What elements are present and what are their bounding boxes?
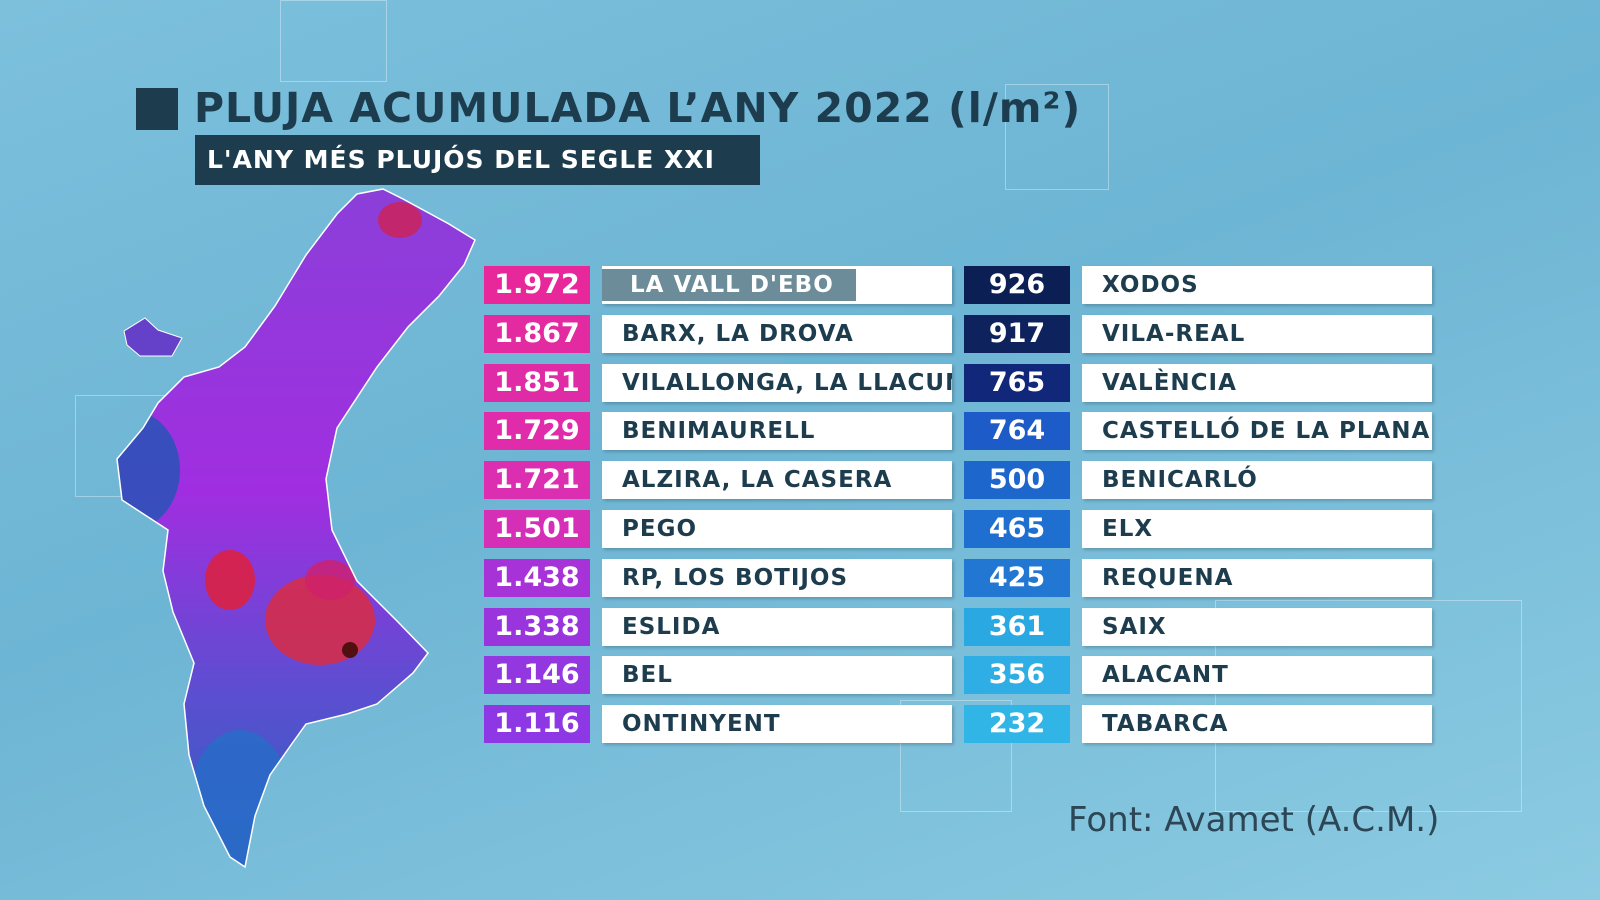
rain-value: 765: [964, 363, 1070, 402]
place-name: ONTINYENT: [602, 705, 952, 744]
place-name: BENICARLÓ: [1082, 461, 1432, 500]
rain-value: 926: [964, 266, 1070, 304]
place-name: VALÈNCIA: [1082, 363, 1432, 402]
rain-map: [116, 188, 476, 868]
rain-value: 361: [964, 607, 1070, 646]
place-name: ESLIDA: [602, 607, 952, 646]
rain-value: 232: [964, 705, 1070, 744]
place-name: ALACANT: [1082, 656, 1432, 695]
rain-value: 1.972: [484, 266, 590, 304]
title: PLUJA ACUMULADA L’ANY 2022 (l/m²): [194, 84, 1082, 132]
title-marker: [136, 88, 178, 130]
rain-value: 1.851: [484, 363, 590, 402]
rain-value: 356: [964, 656, 1070, 695]
place-name: CASTELLÓ DE LA PLANA: [1082, 412, 1432, 451]
place-name: BEL: [602, 656, 952, 695]
map-enclave: [123, 317, 183, 357]
place-name: REQUENA: [1082, 558, 1432, 597]
rain-value: 917: [964, 314, 1070, 353]
place-name: LA VALL D'EBO: [602, 266, 952, 304]
place-name: PEGO: [602, 510, 952, 548]
place-name: VILA-REAL: [1082, 314, 1432, 353]
rain-value: 1.721: [484, 461, 590, 500]
place-name: BENIMAURELL: [602, 412, 952, 451]
rain-value: 1.729: [484, 412, 590, 451]
rain-value: 425: [964, 558, 1070, 597]
decoration: [1005, 84, 1109, 190]
rain-value: 1.116: [484, 705, 590, 744]
rain-value: 1.867: [484, 314, 590, 353]
place-name: ALZIRA, LA CASERA: [602, 461, 952, 500]
rain-value: 1.146: [484, 656, 590, 695]
place-name: ELX: [1082, 510, 1432, 548]
place-name: VILALLONGA, LA LLACUNA: [602, 363, 952, 402]
place-name: BARX, LA DROVA: [602, 314, 952, 353]
place-name: SAIX: [1082, 607, 1432, 646]
map-region: [117, 189, 475, 867]
subtitle: L'ANY MÉS PLUJÓS DEL SEGLE XXI: [195, 135, 760, 185]
rain-value: 764: [964, 412, 1070, 451]
rain-value: 465: [964, 510, 1070, 548]
rain-value: 1.501: [484, 510, 590, 548]
decoration: [280, 0, 387, 82]
highlight: LA VALL D'EBO: [602, 269, 856, 301]
place-name: TABARCA: [1082, 705, 1432, 744]
rain-value: 1.438: [484, 558, 590, 597]
source: Font: Avamet (A.C.M.): [1068, 800, 1440, 840]
decoration: [900, 700, 1012, 812]
place-name: XODOS: [1082, 266, 1432, 304]
rain-value: 1.338: [484, 607, 590, 646]
rain-value: 500: [964, 461, 1070, 500]
place-name: RP, LOS BOTIJOS: [602, 558, 952, 597]
